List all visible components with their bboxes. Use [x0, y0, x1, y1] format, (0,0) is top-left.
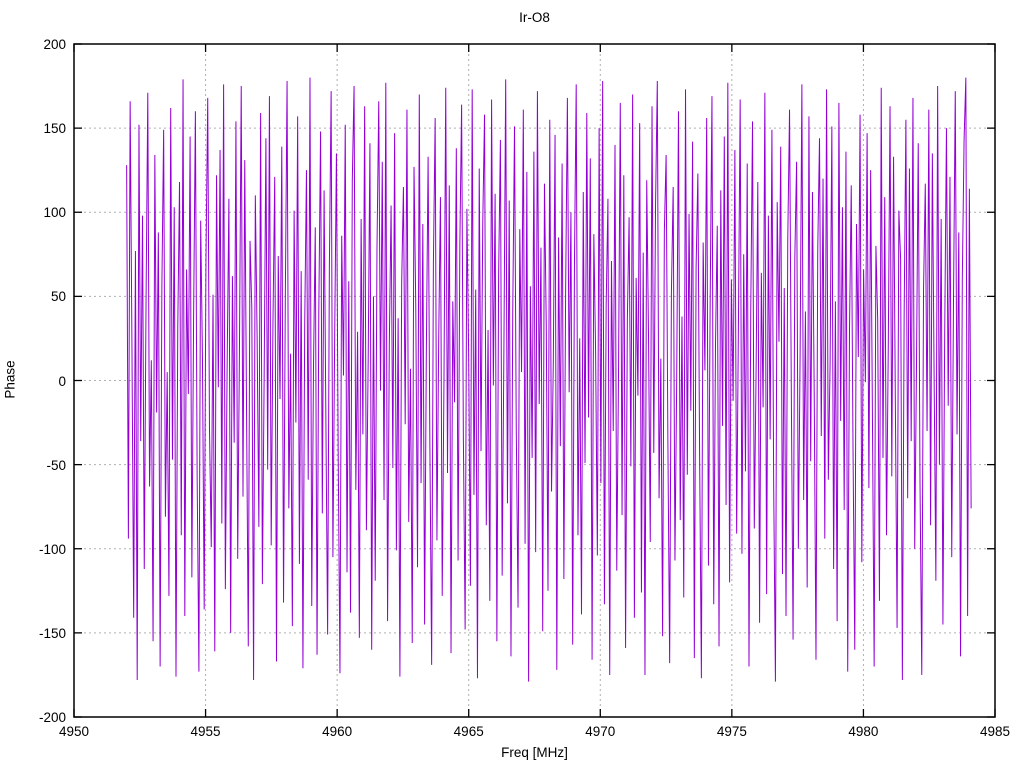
y-tick-label: -50: [46, 457, 66, 473]
plot-svg: [73, 43, 996, 718]
x-axis-label: Freq [MHz]: [501, 745, 568, 760]
y-tick-label: 150: [43, 121, 66, 137]
x-tick-label: 4985: [979, 724, 1011, 739]
y-tick-label: 50: [50, 289, 66, 305]
x-tick-label: 4955: [190, 724, 221, 739]
x-tick-label: 4950: [58, 724, 90, 739]
y-tick-label: -100: [38, 541, 66, 557]
y-tick-label: -150: [38, 625, 66, 641]
y-tick-label: -200: [38, 710, 66, 725]
x-tick-label: 4970: [585, 724, 616, 739]
y-tick-label: 0: [58, 373, 66, 389]
x-tick-label: 4975: [716, 724, 747, 739]
plot-area: [73, 43, 996, 718]
y-tick-label: 200: [43, 37, 66, 52]
y-tick-label: 100: [43, 205, 66, 221]
plot-border: [73, 43, 996, 718]
x-tick-label: 4965: [453, 724, 484, 739]
phase-trace: [126, 77, 972, 682]
x-tick-label: 4980: [848, 724, 879, 739]
x-tick-label: 4960: [322, 724, 353, 739]
chart-title: Ir-O8: [519, 10, 550, 25]
